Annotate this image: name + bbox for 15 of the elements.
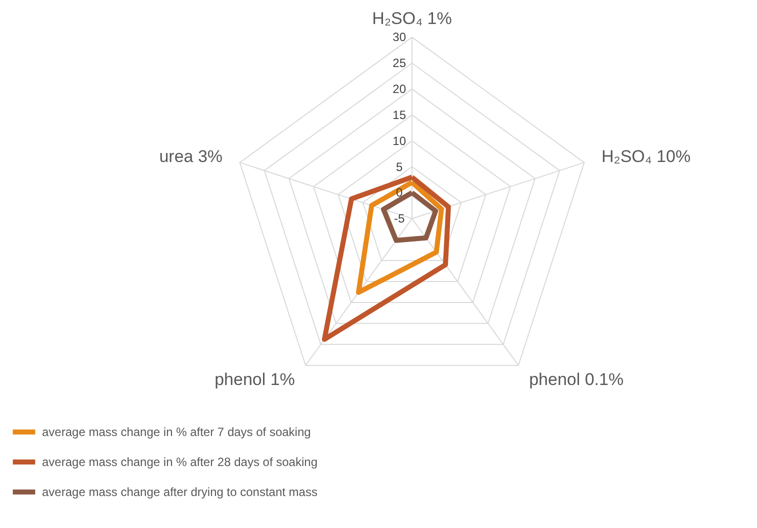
spoke-label: urea 3% (159, 146, 223, 166)
spoke-label: H₂SO₄ 1% (372, 9, 452, 28)
y-tick-label: -5 (394, 212, 405, 226)
y-tick-label: 5 (396, 160, 403, 174)
spoke-label: phenol 1% (214, 370, 295, 390)
legend-label: average mass change after drying to constant mass (42, 485, 318, 499)
legend-label: average mass change in % after 28 days of soaking (42, 455, 318, 469)
y-tick-label: 15 (392, 108, 406, 122)
y-tick-label: 20 (392, 82, 406, 96)
y-tick-label: 10 (392, 134, 406, 148)
spoke-label: H₂SO₄ 10% (601, 146, 691, 166)
legend-label: average mass change in % after 7 days of soaking (42, 425, 311, 439)
y-tick-label: 25 (392, 56, 406, 70)
y-tick-label: 30 (392, 30, 406, 44)
spoke-label: phenol 0.1% (529, 370, 624, 390)
